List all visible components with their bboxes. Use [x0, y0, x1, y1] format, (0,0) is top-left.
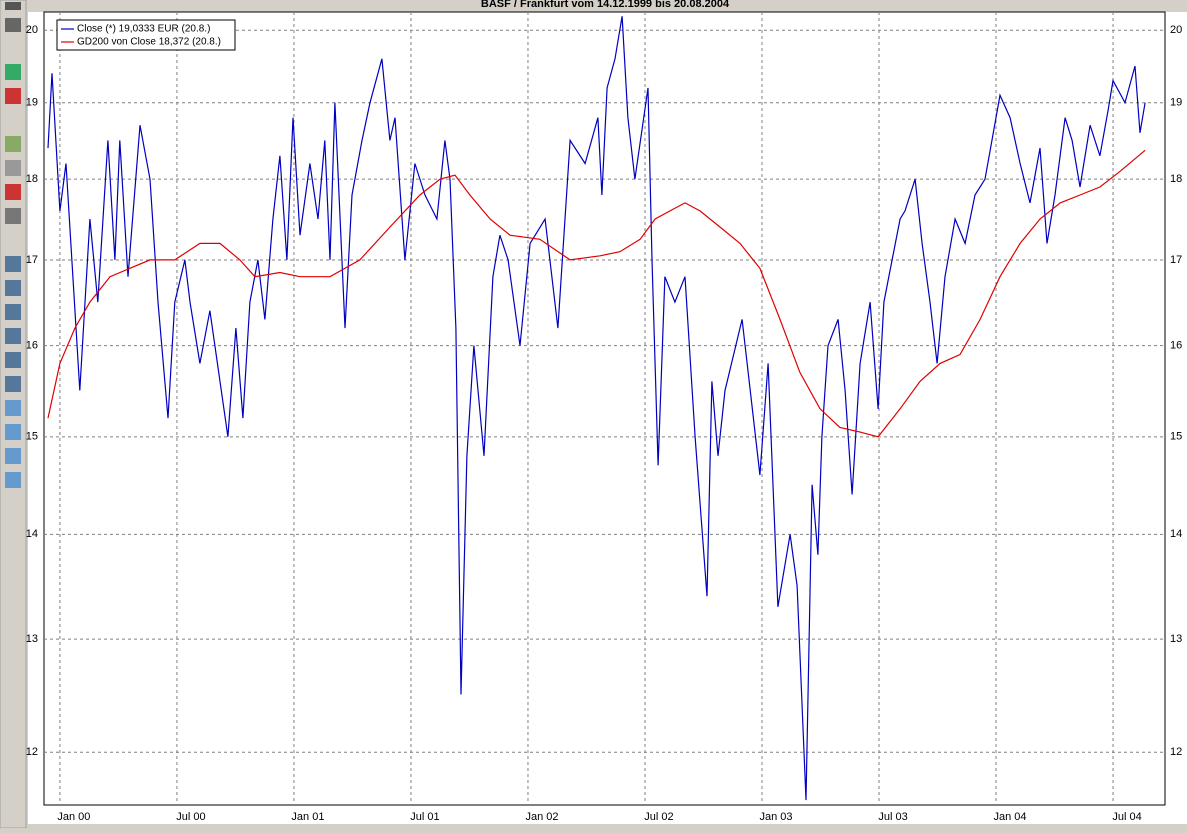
toolbar-button[interactable] — [5, 328, 21, 344]
y-tick-label-right: 17 — [1170, 254, 1182, 266]
y-tick-label-right: 13 — [1170, 633, 1182, 645]
toolbar-button[interactable] — [5, 88, 21, 104]
x-tick-label: Jul 03 — [878, 811, 907, 823]
toolbar-icons — [5, 2, 21, 488]
toolbar-button[interactable] — [5, 472, 21, 488]
x-tick-label: Jan 04 — [994, 811, 1027, 823]
x-tick-label: Jan 01 — [291, 811, 324, 823]
y-tick-label: 13 — [26, 633, 38, 645]
toolbar-button[interactable] — [5, 184, 21, 200]
y-tick-label: 19 — [26, 97, 38, 109]
x-tick-label: Jul 00 — [176, 811, 205, 823]
toolbar-button[interactable] — [5, 352, 21, 368]
y-tick-label: 12 — [26, 746, 38, 758]
toolbar-button[interactable] — [5, 304, 21, 320]
y-tick-label: 17 — [26, 254, 38, 266]
plot-lines — [47, 16, 1146, 801]
x-tick-label: Jul 02 — [644, 811, 673, 823]
toolbar-button[interactable] — [5, 280, 21, 296]
y-tick-label: 18 — [26, 173, 38, 185]
price-line — [47, 16, 1146, 801]
toolbar-button[interactable] — [5, 18, 21, 32]
toolbar-button[interactable] — [5, 256, 21, 272]
x-tick-label: Jan 03 — [759, 811, 792, 823]
chart-title: BASF / Frankfurt vom 14.12.1999 bis 20.0… — [481, 0, 730, 10]
y-tick-label: 20 — [26, 24, 38, 36]
toolbar-button[interactable] — [5, 64, 21, 80]
x-tick-label: Jan 02 — [525, 811, 558, 823]
legend-label: GD200 von Close 18,372 (20.8.) — [77, 37, 221, 48]
toolbar-button[interactable] — [5, 424, 21, 440]
toolbar-button[interactable] — [5, 208, 21, 224]
y-tick-label-right: 12 — [1170, 746, 1182, 758]
toolbar-button[interactable] — [5, 448, 21, 464]
legend: Close (*) 19,0333 EUR (20.8.) GD200 von … — [56, 19, 236, 51]
legend-label: Close (*) 19,0333 EUR (20.8.) — [77, 24, 210, 35]
y-tick-label: 16 — [26, 340, 38, 352]
toolbar-button[interactable] — [5, 400, 21, 416]
y-tick-label-right: 19 — [1170, 97, 1182, 109]
x-tick-label: Jan 00 — [57, 811, 90, 823]
toolbar-button[interactable] — [5, 2, 21, 10]
y-tick-label-right: 15 — [1170, 431, 1182, 443]
y-tick-label: 15 — [26, 431, 38, 443]
price-line — [47, 149, 1146, 438]
legend-box — [56, 19, 236, 51]
y-tick-label-right: 18 — [1170, 173, 1182, 185]
toolbar-button[interactable] — [5, 136, 21, 152]
y-tick-label-right: 20 — [1170, 24, 1182, 36]
grid — [44, 12, 1165, 805]
x-tick-label: Jul 01 — [410, 811, 439, 823]
x-tick-label: Jul 04 — [1112, 811, 1141, 823]
y-tick-label: 14 — [26, 528, 38, 540]
toolbar-button[interactable] — [5, 376, 21, 392]
y-tick-label-right: 14 — [1170, 528, 1182, 540]
toolbar-button[interactable] — [5, 160, 21, 176]
y-tick-label-right: 16 — [1170, 340, 1182, 352]
